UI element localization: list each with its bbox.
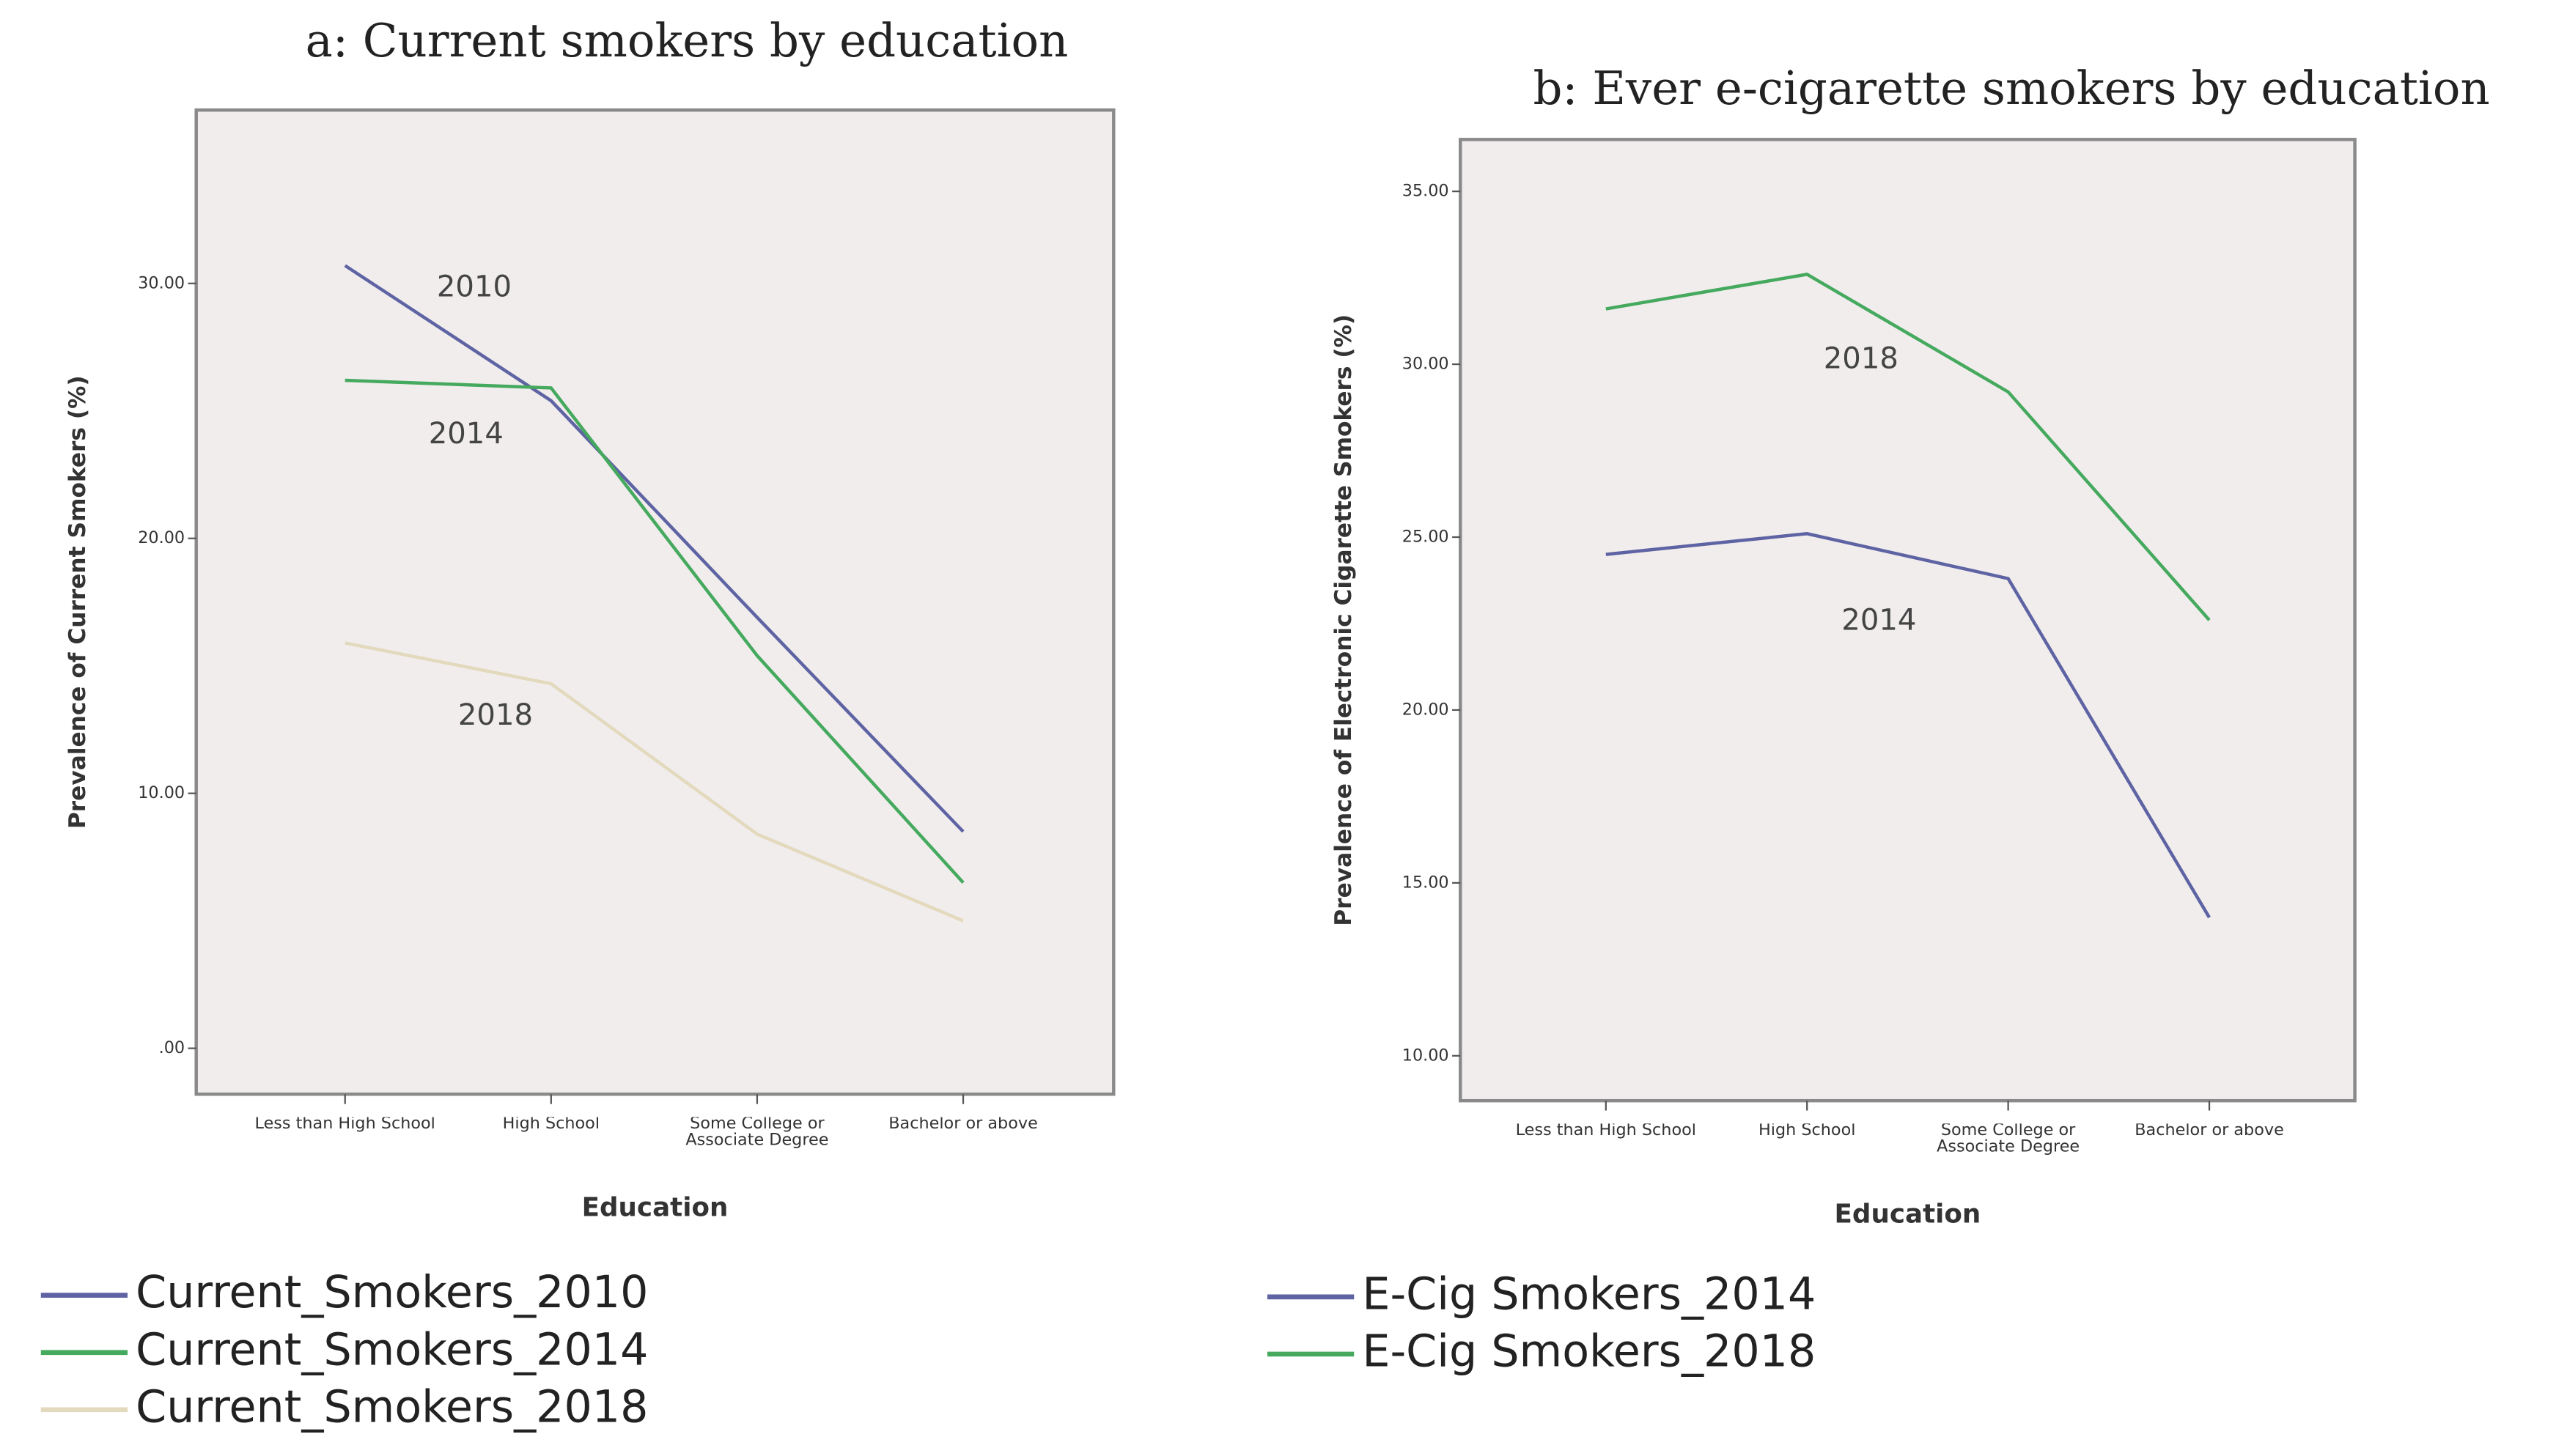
legend-label: Current_Smokers_2018 xyxy=(136,1381,648,1433)
line xyxy=(1605,273,2211,621)
x-tick-label-box: Some College or Associate Degree xyxy=(1937,1123,2080,1157)
x-tick-label-box: High School xyxy=(1758,1123,1856,1140)
y-tick-label: 20.00 xyxy=(1402,700,1449,719)
y-tick-label: 30.00 xyxy=(138,273,185,292)
legend-label: Current_Smokers_2014 xyxy=(136,1324,648,1375)
legend-label: Current_Smokers_2010 xyxy=(136,1267,648,1318)
x-tick-label: Some College or Associate Degree xyxy=(685,1117,829,1150)
y-tick-label: 35.00 xyxy=(1402,182,1449,201)
y-tick-label: 10.00 xyxy=(1402,1046,1449,1065)
x-tick-label: Less than High School xyxy=(1515,1123,1696,1140)
plot-area xyxy=(1459,138,2357,1103)
x-tick-label-box: Less than High School xyxy=(1515,1123,1696,1140)
y-tick-label: 20.00 xyxy=(138,528,185,547)
chart-title: b: Ever e-cigarette smokers by education xyxy=(1533,62,2489,115)
x-tick-label: Bachelor or above xyxy=(2135,1123,2284,1140)
line xyxy=(344,264,965,833)
y-tick-label: 10.00 xyxy=(138,783,185,802)
legend-label: E-Cig Smokers_2014 xyxy=(1362,1268,1816,1320)
x-tick-label: High School xyxy=(502,1117,600,1134)
annotation: 2014 xyxy=(429,417,504,451)
plot-area xyxy=(194,108,1116,1096)
x-tick-label: Some College or Associate Degree xyxy=(1937,1123,2080,1157)
y-tick-label: .00 xyxy=(159,1038,185,1057)
x-tick-label-box: Bachelor or above xyxy=(2135,1123,2284,1140)
x-axis-label: Education xyxy=(1835,1199,1981,1229)
legend-label: E-Cig Smokers_2018 xyxy=(1362,1326,1816,1378)
annotation: 2018 xyxy=(458,698,533,732)
x-tick-label: Bachelor or above xyxy=(888,1117,1038,1134)
y-tick-label: 30.00 xyxy=(1402,355,1449,374)
x-tick-label: High School xyxy=(1758,1123,1856,1140)
x-tick-label-box: High School xyxy=(502,1117,600,1134)
line xyxy=(1605,532,2211,919)
y-tick-label: 15.00 xyxy=(1402,873,1449,892)
y-tick-label: 25.00 xyxy=(1402,528,1449,547)
x-tick-label-box: Some College or Associate Degree xyxy=(685,1117,829,1150)
annotation: 2014 xyxy=(1841,603,1916,637)
y-axis-label: Prevalence of Current Smokers (%) xyxy=(65,375,91,829)
x-tick-label-box: Less than High School xyxy=(254,1117,435,1134)
chart-title: a: Current smokers by education xyxy=(306,14,1069,67)
x-tick-label-box: Bachelor or above xyxy=(888,1117,1038,1134)
annotation: 2018 xyxy=(1824,342,1898,376)
line xyxy=(345,378,965,884)
annotation: 2010 xyxy=(437,270,512,303)
line xyxy=(345,641,964,923)
y-axis-label: Prevalence of Electronic Cigarette Smoke… xyxy=(1330,314,1357,926)
x-tick-label: Less than High School xyxy=(254,1117,435,1134)
x-axis-label: Education xyxy=(582,1192,729,1222)
